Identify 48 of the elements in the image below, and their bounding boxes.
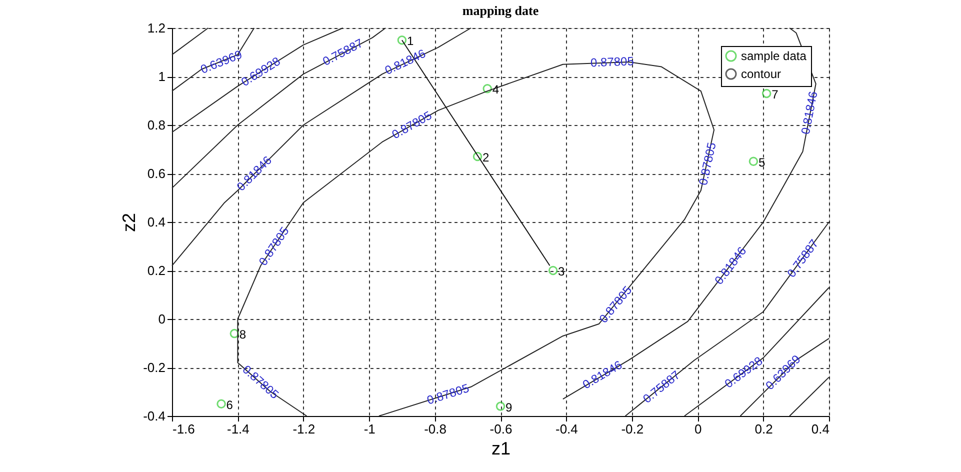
annotation: 3 <box>558 264 566 278</box>
point <box>496 402 506 411</box>
x-tick-label: -0.8 <box>424 422 447 436</box>
x-tick-label: -1.2 <box>292 422 316 436</box>
legend-label: contour <box>741 67 782 81</box>
y-tick-label: 1 <box>158 69 166 84</box>
annotation: 0.87805 <box>696 140 719 186</box>
point <box>216 399 226 408</box>
y-tick-label: 1.2 <box>147 20 166 36</box>
point <box>482 84 492 94</box>
x-axis-title: z1 <box>491 438 511 458</box>
x-tick-label: -0.4 <box>555 422 578 436</box>
annotation: 2 <box>482 150 490 165</box>
x-tick-label: -1.6 <box>172 422 195 436</box>
y-tick-label: 0.2 <box>147 263 166 278</box>
y-tick-label: -0.2 <box>143 360 166 375</box>
x-tick-label: -0.2 <box>621 422 644 436</box>
annotation: 7 <box>772 87 779 102</box>
point <box>548 266 558 276</box>
point <box>230 328 240 338</box>
annotation: 0.87805 <box>425 380 472 408</box>
annotation: 8 <box>239 328 246 342</box>
line-series <box>172 28 472 266</box>
line-series <box>172 28 386 189</box>
point <box>397 36 407 45</box>
annotation: 6 <box>226 398 234 412</box>
x-tick-label: -1.4 <box>226 422 250 436</box>
legend-label: sample data <box>741 49 807 63</box>
point <box>762 88 772 98</box>
chart-title: mapping date <box>462 3 539 18</box>
x-tick-label: 0.2 <box>754 422 773 436</box>
x-tick-label: -1 <box>364 422 376 436</box>
annotation: 5 <box>758 155 766 170</box>
annotation: 1 <box>406 34 414 48</box>
x-tick-label: 0 <box>694 422 702 436</box>
x-tick-label: 0.4 <box>811 422 830 436</box>
annotation: 0.81846 <box>798 90 820 136</box>
x-tick-label: -0.6 <box>490 422 512 436</box>
y-tick-label: -0.4 <box>143 408 166 424</box>
annotation: 0.87805 <box>590 54 634 70</box>
y-tick-label: 0 <box>158 312 166 326</box>
annotation: 9 <box>506 400 512 414</box>
y-tick-label: 0.8 <box>147 118 166 132</box>
y-tick-label: 0.6 <box>147 166 166 181</box>
point <box>748 156 758 166</box>
y-tick-label: 0.4 <box>147 214 166 230</box>
y-axis-title: z2 <box>119 212 140 232</box>
point <box>472 152 482 162</box>
